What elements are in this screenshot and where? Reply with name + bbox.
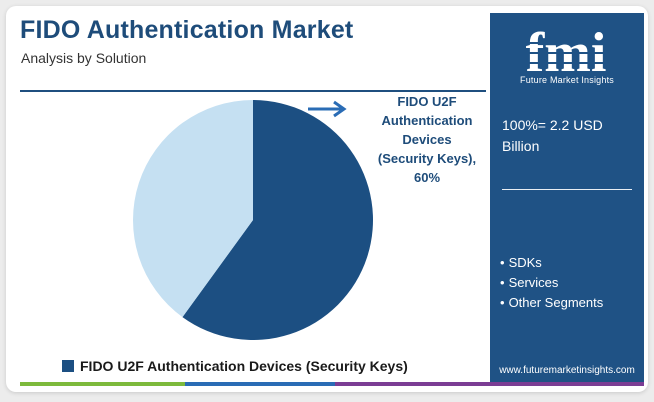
segment-item: • SDKs <box>500 253 603 273</box>
accent-purple-segment <box>335 382 644 386</box>
segment-item: • Services <box>500 273 603 293</box>
market-total: 100%= 2.2 USD Billion <box>502 117 603 154</box>
bullet: • <box>500 295 505 310</box>
segment-item: • Other Segments <box>500 293 603 313</box>
chart-card: FIDO Authentication Market Analysis by S… <box>6 6 648 392</box>
accent-blue-segment <box>185 382 335 386</box>
segment-label: Services <box>508 275 559 290</box>
bullet: • <box>500 275 505 290</box>
accent-green-segment <box>20 382 185 386</box>
panel-divider <box>502 189 632 190</box>
segment-list: • SDKs • Services • Other Segments <box>500 253 603 313</box>
segment-label: Other Segments <box>508 295 604 310</box>
pie-chart <box>132 100 373 340</box>
right-arrow-icon <box>308 100 347 118</box>
bullet: • <box>500 255 505 270</box>
bottom-accent-bar <box>20 382 644 386</box>
slice-callout-label: FIDO U2F Authentication Devices (Securit… <box>377 94 477 185</box>
pie-slice-1 <box>182 100 373 340</box>
website-link[interactable]: www.futuremarketinsights.com <box>499 365 635 376</box>
logo-tagline: Future Market Insights <box>520 75 614 85</box>
title-divider <box>20 90 486 92</box>
info-panel: fmi Future Market Insights 100%= 2.2 USD… <box>490 13 644 385</box>
chart-title: FIDO Authentication Market <box>20 16 354 44</box>
fmi-logo-icon: fmi <box>516 23 616 83</box>
legend-swatch <box>62 360 74 372</box>
segment-label: SDKs <box>508 255 542 270</box>
chart-subtitle: Analysis by Solution <box>21 50 147 66</box>
legend-label: FIDO U2F Authentication Devices (Securit… <box>80 358 408 374</box>
chart-legend: FIDO U2F Authentication Devices (Securit… <box>62 358 408 374</box>
pie-slice-2 <box>132 100 253 318</box>
